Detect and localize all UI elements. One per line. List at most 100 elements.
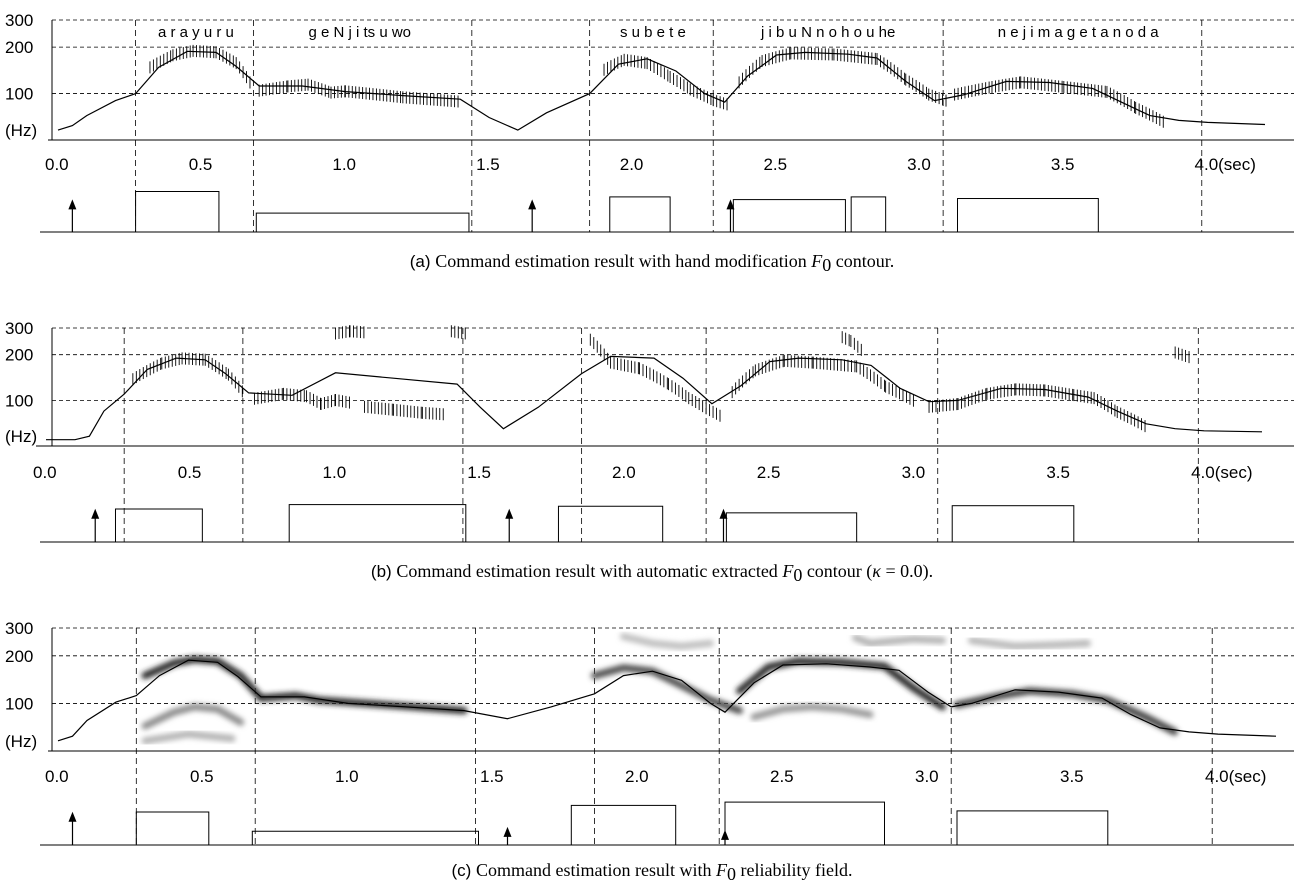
caption-subscript: 0 xyxy=(822,255,831,275)
x-tick-label: 1.5 xyxy=(480,767,504,786)
caption-eq: = 0.0). xyxy=(881,561,933,582)
panel-caption: (c) Command estimation result with F0 re… xyxy=(452,860,853,883)
accent-command-box xyxy=(725,512,858,543)
phrase-command-arrowhead xyxy=(505,508,514,519)
accent-command-box xyxy=(724,801,885,846)
panel-caption: (a) Command estimation result with hand … xyxy=(410,251,894,275)
x-tick-label: 1.0 xyxy=(323,463,347,482)
syllable-label: j i b u N n o h o u he xyxy=(760,24,895,41)
caption-suffix: contour ( xyxy=(802,561,872,582)
accent-command-box xyxy=(255,212,470,233)
accent-command-box xyxy=(135,811,210,846)
syllable-label: s u b e t e xyxy=(620,24,686,41)
y-tick-label: 300 xyxy=(5,619,33,638)
caption-label: (b) xyxy=(371,562,397,581)
model-f0-curve xyxy=(46,355,1263,441)
reliability-band xyxy=(141,703,245,730)
x-tick-label: 1.0 xyxy=(335,767,359,786)
y-unit-label: (Hz) xyxy=(5,427,37,446)
accent-command-box xyxy=(956,810,1109,846)
caption-math: F xyxy=(810,251,823,271)
reliability-band xyxy=(736,657,946,711)
reliability-band xyxy=(852,634,946,647)
y-unit-label: (Hz) xyxy=(5,732,37,751)
accent-command-box xyxy=(957,198,1099,233)
reliability-band xyxy=(141,655,468,715)
x-tick-label: 0.0 xyxy=(45,155,69,174)
panel-c: 300 200 100 (Hz) 0.0 0.5 1.0 1.5 2.0 2.5 3.0 3.5 4.0… xyxy=(5,619,1294,883)
x-tick-label: 1.0 xyxy=(332,155,356,174)
x-tick-label: 3.0 xyxy=(907,155,931,174)
x-tick-label: 4.0(sec) xyxy=(1191,463,1252,482)
accent-command-box xyxy=(609,196,671,233)
caption-greek: κ xyxy=(872,561,881,581)
model-f0-curve xyxy=(57,659,1277,742)
x-tick-label: 2.0 xyxy=(612,463,636,482)
y-tick-label: 200 xyxy=(5,647,33,666)
x-tick-label: 0.5 xyxy=(178,463,202,482)
phrase-command-arrowhead xyxy=(726,199,735,210)
x-tick-label: 3.5 xyxy=(1051,155,1075,174)
caption-suffix: contour. xyxy=(831,251,894,271)
accent-command-box xyxy=(114,508,203,543)
caption-suffix: reliability field. xyxy=(736,860,852,880)
y-tick-label: 300 xyxy=(5,319,33,338)
caption-label: (a) xyxy=(410,252,436,271)
accent-command-box xyxy=(557,505,664,543)
x-tick-label: 4.0(sec) xyxy=(1195,155,1256,174)
caption-text: Command estimation result with automatic… xyxy=(396,561,782,581)
reliability-band xyxy=(968,637,1091,650)
y-tick-label: 100 xyxy=(5,85,33,104)
syllable-label: a r a y u r u xyxy=(158,24,234,41)
accent-command-box xyxy=(288,504,467,543)
y-tick-label: 100 xyxy=(5,391,33,410)
x-tick-label: 2.5 xyxy=(763,155,787,174)
caption-subscript: 0 xyxy=(727,864,736,883)
x-tick-label: 2.5 xyxy=(770,767,794,786)
y-tick-label: 100 xyxy=(5,694,33,713)
x-tick-label: 2.0 xyxy=(625,767,649,786)
syllable-label: g e N j i ts u wo xyxy=(308,24,411,41)
caption-label: (c) xyxy=(452,861,477,880)
reliability-band xyxy=(591,664,743,715)
accent-command-box xyxy=(570,804,677,846)
phrase-command-arrowhead xyxy=(68,199,77,210)
x-tick-label: 3.5 xyxy=(1060,767,1084,786)
panel-caption: (b) Command estimation result with autom… xyxy=(371,561,933,585)
x-tick-label: 0.0 xyxy=(33,463,57,482)
accent-command-box xyxy=(850,196,887,233)
reliability-band xyxy=(953,687,1178,736)
caption-text: Command estimation result with hand modi… xyxy=(435,251,811,271)
x-tick-label: 0.5 xyxy=(189,155,213,174)
x-tick-label: 2.0 xyxy=(620,155,644,174)
phrase-command-arrowhead xyxy=(68,811,77,822)
x-tick-label: 3.0 xyxy=(915,767,939,786)
phrase-command-arrowhead xyxy=(503,826,512,837)
accent-command-box xyxy=(251,830,479,846)
phrase-command-arrowhead xyxy=(719,508,728,519)
syllable-label: n e j i m a g e t a n o d a xyxy=(998,24,1160,41)
reliability-band xyxy=(141,730,236,745)
x-tick-label: 4.0(sec) xyxy=(1205,767,1266,786)
caption-subscript: 0 xyxy=(793,565,802,585)
x-tick-label: 0.0 xyxy=(45,767,69,786)
caption-math: F xyxy=(715,860,728,880)
panel-b: 300 200 100 (Hz) 0.0 0.5 1.0 1.5 2.0 2.5 3.0 3.5 4.0… xyxy=(5,319,1294,585)
x-tick-label: 3.5 xyxy=(1046,463,1070,482)
caption-math: F xyxy=(781,561,794,581)
caption-text: Command estimation result with xyxy=(476,860,716,880)
phrase-command-arrowhead xyxy=(528,199,537,210)
reliability-band xyxy=(750,703,874,721)
panel-a: 300 200 100 (Hz) a r a y u r u g e N j i ts u… xyxy=(5,11,1294,275)
y-tick-label: 200 xyxy=(5,346,33,365)
model-f0-curve xyxy=(57,50,1266,131)
reliability-band xyxy=(620,633,714,650)
y-tick-label: 300 xyxy=(5,11,33,30)
x-tick-label: 2.5 xyxy=(757,463,781,482)
accent-command-box xyxy=(732,199,846,233)
phrase-command-arrowhead xyxy=(91,508,100,519)
accent-command-box xyxy=(135,191,220,233)
x-tick-label: 3.0 xyxy=(902,463,926,482)
x-tick-label: 1.5 xyxy=(467,463,491,482)
